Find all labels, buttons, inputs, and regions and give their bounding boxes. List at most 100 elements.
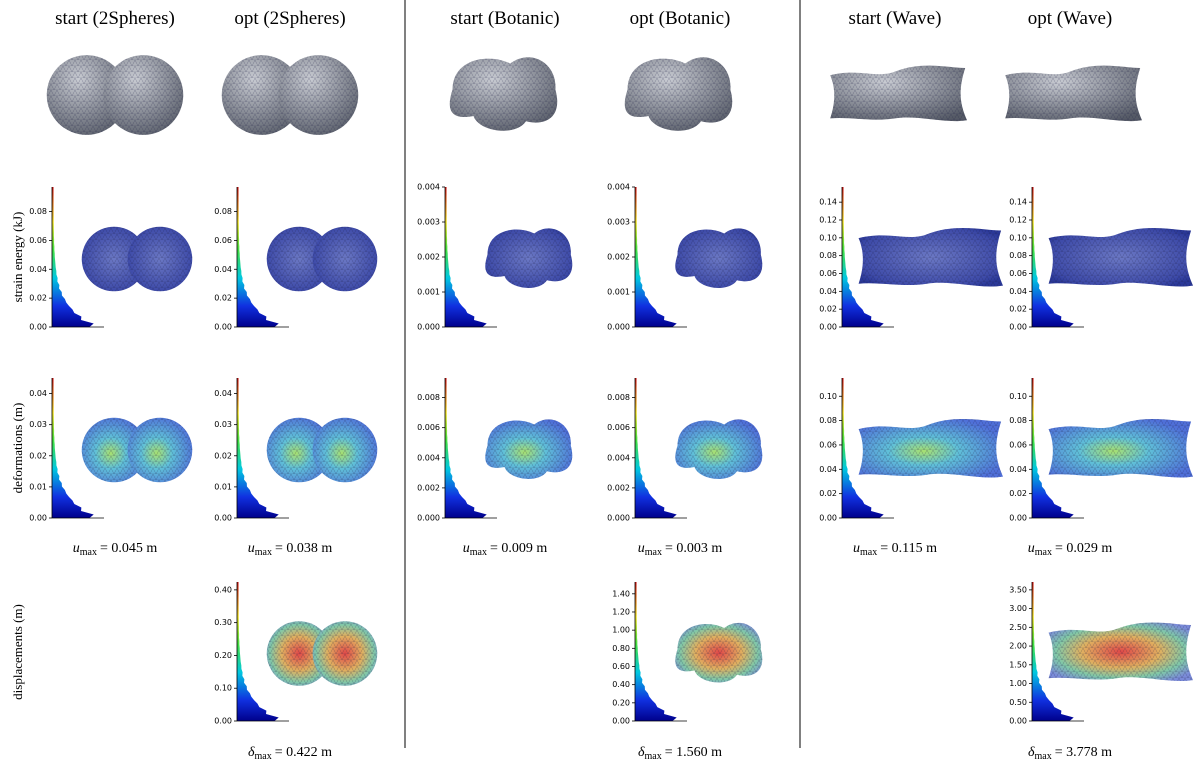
render: [450, 57, 557, 131]
displacement-render-mesh: [1049, 623, 1193, 681]
y-tick-label: 0.40: [214, 585, 232, 594]
stat-symbol: u: [638, 541, 645, 556]
y-tick-label: 0.04: [819, 287, 837, 296]
stat-label: umax= 0.009 m: [463, 541, 548, 558]
y-tick-label: 0.10: [819, 392, 837, 401]
y-tick-label: 0.002: [417, 253, 440, 262]
y-tick-label: 0.01: [214, 482, 232, 491]
y-tick-label: 0.002: [607, 253, 630, 262]
stat-subscript: max: [645, 547, 662, 558]
y-tick-label: 0.04: [819, 465, 837, 474]
y-tick-label: 0.00: [29, 514, 47, 523]
y-tick-label: 0.000: [417, 514, 440, 523]
strain-render-mesh: [128, 227, 193, 292]
column-title: start (Botanic): [450, 8, 559, 29]
y-tick-label: 0.00: [612, 717, 630, 726]
stat-label: umax= 0.029 m: [1028, 541, 1113, 558]
stat-subscript: max: [80, 547, 97, 558]
stat-subscript: max: [645, 751, 662, 762]
page: {"symbols": {"u": "u", "delta": "δ", "su…: [0, 0, 1202, 767]
y-tick-label: 0.20: [612, 698, 630, 707]
y-tick-label: 0.006: [417, 423, 440, 432]
y-tick-label: 1.00: [612, 626, 630, 635]
y-tick-label: 0.20: [214, 651, 232, 660]
stat-symbol: u: [1028, 541, 1035, 556]
render: [1005, 66, 1142, 121]
column-title: opt (Botanic): [630, 8, 731, 29]
y-tick-label: 0.04: [29, 389, 47, 398]
y-tick-label: 0.06: [1009, 269, 1027, 278]
stat-value: = 0.003 m: [665, 541, 722, 556]
y-tick-label: 0.000: [417, 323, 440, 332]
stat-subscript: max: [860, 547, 877, 558]
stat-label: umax= 0.003 m: [638, 541, 723, 558]
y-tick-label: 0.04: [214, 265, 232, 274]
y-tick-label: 0.10: [214, 684, 232, 693]
displacement-render-mesh: [675, 623, 762, 683]
y-tick-label: 0.60: [612, 662, 630, 671]
y-tick-label: 0.80: [612, 644, 630, 653]
render: [625, 57, 732, 131]
stat-value: = 1.560 m: [665, 745, 722, 760]
strain-render-mesh: [859, 228, 1003, 286]
y-tick-label: 0.003: [417, 218, 440, 227]
y-tick-label: 0.14: [819, 198, 837, 207]
render: [830, 66, 967, 121]
y-tick-label: 0.00: [214, 323, 232, 332]
strain-render: [267, 227, 378, 292]
strain-render-mesh: [1049, 228, 1193, 286]
y-tick-label: 0.06: [29, 236, 47, 245]
y-tick-label: 0.02: [214, 294, 232, 303]
row-label: deformations (m): [10, 403, 25, 494]
strain-render: [859, 228, 1003, 286]
histogram: [635, 582, 677, 721]
stat-value: = 0.115 m: [880, 541, 937, 556]
y-tick-label: 1.50: [1009, 660, 1027, 669]
stat-subscript: max: [255, 751, 272, 762]
y-tick-label: 0.02: [1009, 305, 1027, 314]
displacement-render: [675, 623, 762, 683]
deform-render: [82, 418, 193, 483]
y-tick-label: 0.000: [607, 514, 630, 523]
y-tick-label: 0.12: [819, 215, 837, 224]
render-mesh: [830, 66, 967, 121]
y-tick-label: 0.04: [29, 265, 47, 274]
figure: strain energy (kJ) deformations (m) disp…: [0, 0, 1202, 767]
strain-render: [82, 227, 193, 292]
y-tick-label: 0.10: [819, 233, 837, 242]
render-mesh: [103, 55, 183, 135]
render: [47, 55, 184, 135]
stat-label: δmax= 0.422 m: [248, 745, 332, 762]
y-tick-label: 0.10: [1009, 233, 1027, 242]
y-tick-label: 1.00: [1009, 679, 1027, 688]
y-tick-label: 0.40: [612, 680, 630, 689]
y-tick-label: 0.04: [214, 389, 232, 398]
render-mesh: [1005, 66, 1142, 121]
y-tick-label: 0.08: [1009, 251, 1027, 260]
render-mesh: [450, 57, 557, 131]
stat-label: δmax= 1.560 m: [638, 745, 722, 762]
y-tick-label: 0.02: [29, 294, 47, 303]
y-tick-label: 0.06: [1009, 440, 1027, 449]
y-tick-label: 0.00: [819, 323, 837, 332]
y-tick-label: 0.004: [417, 183, 440, 192]
stat-label: umax= 0.038 m: [248, 541, 333, 558]
stat-subscript: max: [255, 547, 272, 558]
y-tick-label: 0.008: [417, 393, 440, 402]
render: [222, 55, 359, 135]
stat-label: umax= 0.045 m: [73, 541, 158, 558]
y-tick-label: 0.02: [819, 305, 837, 314]
y-tick-label: 0.02: [29, 451, 47, 460]
y-tick-label: 1.40: [612, 589, 630, 598]
y-tick-label: 0.06: [819, 440, 837, 449]
displacement-render: [267, 621, 378, 686]
y-tick-label: 0.06: [819, 269, 837, 278]
y-tick-label: 0.002: [417, 483, 440, 492]
stat-value: = 0.045 m: [100, 541, 157, 556]
deform-render: [675, 419, 762, 479]
stat-value: = 0.009 m: [490, 541, 547, 556]
y-tick-label: 0.12: [1009, 215, 1027, 224]
y-tick-label: 0.02: [214, 451, 232, 460]
y-tick-label: 0.001: [607, 288, 630, 297]
y-tick-label: 0.00: [819, 514, 837, 523]
